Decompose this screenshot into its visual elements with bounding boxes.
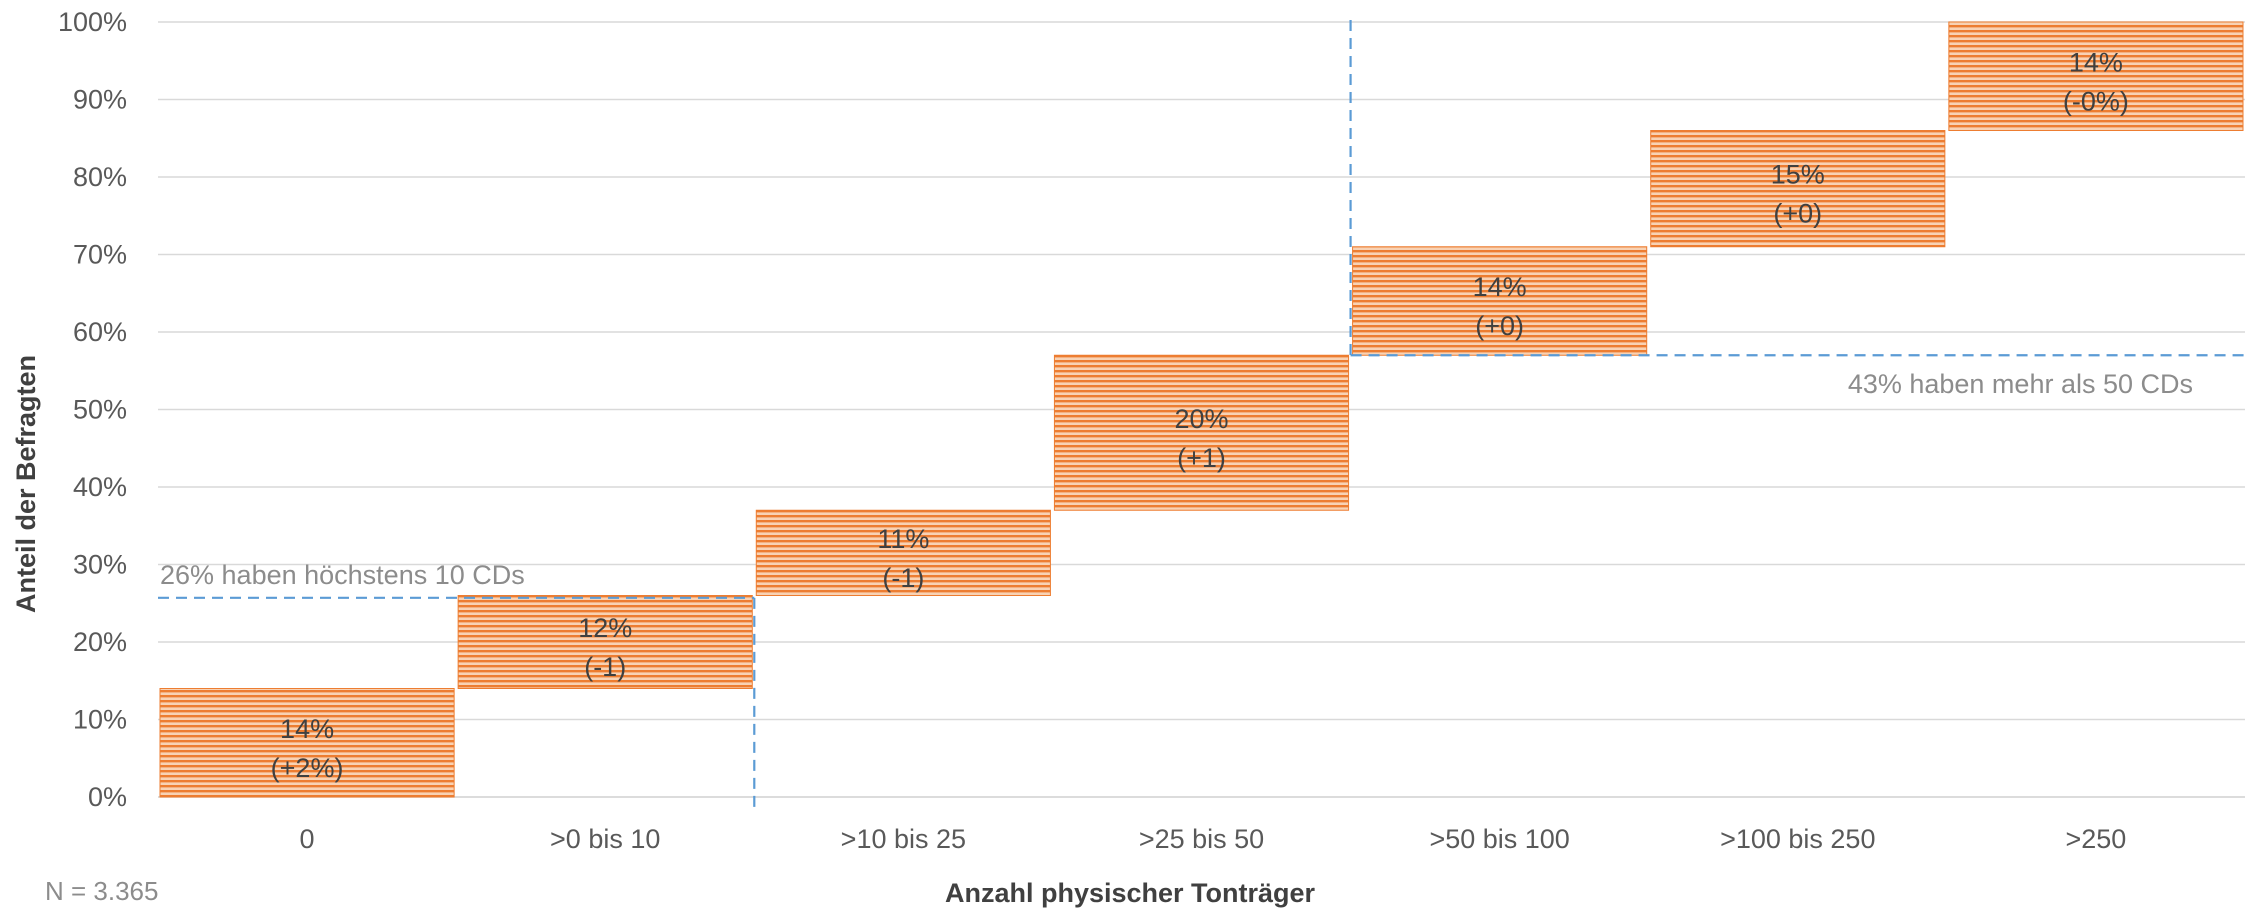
bar [1352, 246, 1648, 356]
x-tick-label: 0 [300, 824, 315, 854]
y-tick-labels: 0% 10% 20% 30% 40% 50% 60% 70% 80% 90% 100% [58, 7, 127, 812]
x-tick-label: >100 bis 250 [1720, 824, 1875, 854]
y-tick-label: 10% [73, 705, 127, 735]
x-tick-label: >10 bis 25 [841, 824, 966, 854]
y-tick-label: 40% [73, 472, 127, 502]
bar-value-label: 15% [1771, 160, 1825, 190]
bar-value-label: 14% [2069, 47, 2123, 77]
annotation-many-cds: 43% haben mehr als 50 CDs [1848, 369, 2193, 399]
y-tick-label: 100% [58, 7, 127, 37]
bar [1948, 21, 2244, 131]
reference-lines [158, 20, 2245, 809]
y-tick-label: 30% [73, 550, 127, 580]
annotation-low-cds: 26% haben höchstens 10 CDs [160, 560, 525, 590]
bar [159, 688, 455, 798]
bar-value-label: 12% [578, 613, 632, 643]
bar-value-label: 14% [280, 714, 334, 744]
bar [1053, 354, 1350, 511]
x-tick-labels: 0 >0 bis 10 >10 bis 25 >25 bis 50 >50 bis 10… [300, 824, 2127, 854]
bar-change-label: (-0%) [2063, 86, 2129, 116]
bar-change-label: (+0) [1773, 199, 1822, 229]
bar-value-label: 14% [1473, 272, 1527, 302]
bar-change-label: (-1) [584, 652, 626, 682]
bar [755, 509, 1051, 596]
y-tick-label: 80% [73, 162, 127, 192]
x-tick-label: >250 [2066, 824, 2127, 854]
bar-value-label: 20% [1174, 404, 1228, 434]
y-tick-label: 0% [88, 782, 127, 812]
y-tick-label: 50% [73, 395, 127, 425]
bar-change-label: (+0) [1475, 311, 1524, 341]
y-tick-label: 60% [73, 317, 127, 347]
x-tick-label: >0 bis 10 [550, 824, 660, 854]
bars [159, 21, 2244, 798]
y-tick-label: 70% [73, 240, 127, 270]
bar-change-label: (-1) [882, 563, 924, 593]
y-tick-label: 90% [73, 85, 127, 115]
y-axis-title: Anteil der Befragten [11, 355, 41, 613]
bar-change-label: (+1) [1177, 443, 1226, 473]
y-tick-label: 20% [73, 627, 127, 657]
x-tick-label: >25 bis 50 [1139, 824, 1264, 854]
bar-value-label: 11% [877, 524, 929, 554]
bar [1650, 130, 1946, 248]
sample-size-note: N = 3.365 [45, 876, 158, 906]
bar-change-label: (+2%) [271, 753, 344, 783]
x-tick-label: >50 bis 100 [1429, 824, 1569, 854]
bar [457, 595, 753, 689]
x-axis-title: Anzahl physischer Tonträger [945, 878, 1316, 908]
bar-labels: 14% (+2%) 12% (-1) 11% (-1) 20% (+1) 14% (+0) 15% (… [271, 47, 2129, 783]
